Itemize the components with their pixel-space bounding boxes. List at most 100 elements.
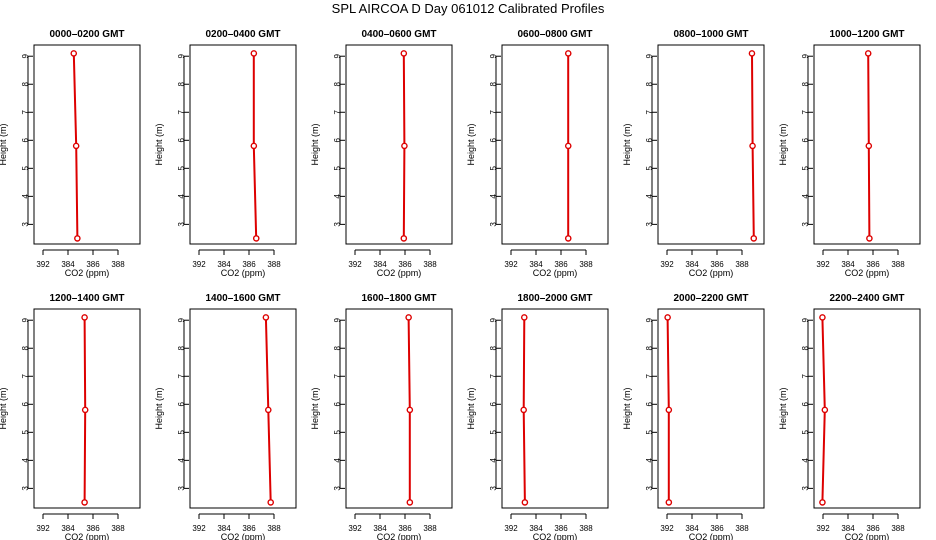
panel-10: 1800–2000 GMT 392 384 386 388 3 4 5 6 7 8 9 CO2 (ppm… [466, 293, 609, 540]
x-axis-label: CO2 (ppm) [377, 268, 422, 278]
y-tick-label: 3 [645, 222, 654, 227]
data-point [564, 235, 572, 242]
y-axis-label: Height (m) [310, 387, 320, 429]
x-tick-label: 388 [267, 260, 281, 269]
panel-3: 0400–0600 GMT 392 384 386 388 3 4 5 6 7 8 9 CO2 (ppm… [310, 29, 453, 278]
y-tick-label: 5 [489, 430, 498, 435]
data-point [664, 314, 671, 321]
y-tick-label: 5 [801, 430, 810, 435]
data-point [264, 406, 272, 414]
y-tick-label: 4 [21, 458, 30, 463]
plot-box [657, 308, 765, 509]
y-axis-label: Height (m) [622, 387, 632, 429]
y-tick-label: 7 [177, 109, 186, 114]
x-tick-label: 386 [398, 524, 412, 533]
x-tick-label: 384 [373, 260, 387, 269]
data-point [400, 235, 408, 242]
page-title: SPL AIRCOA D Day 061012 Calibrated Profi… [331, 1, 605, 16]
y-tick-label: 5 [21, 166, 30, 171]
y-tick-label: 7 [801, 109, 810, 114]
x-tick-label: 392 [348, 260, 362, 269]
y-tick-label: 6 [645, 138, 654, 143]
x-axis-label: CO2 (ppm) [221, 268, 266, 278]
panel-title: 1200–1400 GMT [49, 293, 124, 304]
plot-box [345, 308, 453, 509]
x-tick-label: 388 [423, 524, 437, 533]
y-tick-label: 3 [333, 222, 342, 227]
x-tick-label: 392 [816, 524, 830, 533]
plot-box [501, 308, 609, 509]
data-point [665, 499, 673, 506]
x-tick-label: 388 [423, 260, 437, 269]
y-tick-label: 4 [177, 194, 186, 199]
data-point [406, 406, 414, 414]
panel-7: 1200–1400 GMT 392 384 386 388 3 4 5 6 7 8 9 CO2 (ppm… [0, 293, 141, 540]
data-point [564, 50, 572, 57]
x-tick-label: 392 [816, 260, 830, 269]
data-point [749, 142, 756, 150]
plot-box [33, 308, 141, 509]
data-point [81, 499, 88, 506]
x-tick-label: 384 [685, 260, 699, 269]
y-tick-label: 5 [333, 166, 342, 171]
x-tick-label: 384 [841, 524, 855, 533]
y-tick-label: 6 [489, 402, 498, 407]
x-tick-label: 386 [86, 260, 100, 269]
y-tick-label: 9 [333, 53, 342, 58]
y-axis-label: Height (m) [0, 387, 8, 429]
x-axis-label: CO2 (ppm) [65, 532, 110, 540]
panel-11: 2000–2200 GMT 392 384 386 388 3 4 5 6 7 8 9 CO2 (ppm… [622, 293, 765, 540]
y-tick-label: 9 [489, 317, 498, 322]
y-tick-label: 8 [801, 345, 810, 350]
plot-box [345, 44, 453, 245]
y-tick-label: 5 [801, 166, 810, 171]
x-axis-label: CO2 (ppm) [533, 268, 578, 278]
y-tick-label: 4 [333, 194, 342, 199]
y-tick-label: 4 [489, 194, 498, 199]
panel-2: 0200–0400 GMT 392 384 386 388 3 4 5 6 7 8 9 CO2 (ppm… [154, 29, 297, 278]
x-axis-label: CO2 (ppm) [845, 532, 890, 540]
y-tick-label: 8 [489, 81, 498, 86]
x-tick-label: 392 [660, 524, 674, 533]
x-tick-label: 386 [710, 524, 724, 533]
plot-box [813, 308, 921, 509]
y-tick-label: 8 [177, 81, 186, 86]
data-point [401, 142, 408, 150]
y-tick-label: 5 [177, 166, 186, 171]
y-axis-label: Height (m) [778, 387, 788, 429]
y-axis-label: Height (m) [622, 123, 632, 165]
y-tick-label: 4 [645, 458, 654, 463]
y-tick-label: 9 [801, 53, 810, 58]
x-tick-label: 384 [685, 524, 699, 533]
y-tick-label: 9 [489, 53, 498, 58]
y-tick-label: 6 [333, 402, 342, 407]
y-axis-label: Height (m) [310, 123, 320, 165]
y-tick-label: 7 [21, 373, 30, 378]
panel-title: 1000–1200 GMT [829, 29, 904, 40]
panel-5: 0800–1000 GMT 392 384 386 388 3 4 5 6 7 8 9 CO2 (ppm… [622, 29, 765, 278]
y-axis-label: Height (m) [466, 123, 476, 165]
y-tick-label: 8 [801, 81, 810, 86]
data-point [520, 406, 527, 414]
y-tick-label: 8 [21, 81, 30, 86]
x-tick-label: 392 [504, 260, 518, 269]
y-tick-label: 9 [801, 317, 810, 322]
x-tick-label: 386 [554, 524, 568, 533]
x-tick-label: 388 [891, 260, 905, 269]
y-tick-label: 6 [177, 138, 186, 143]
y-tick-label: 8 [645, 81, 654, 86]
y-axis-label: Height (m) [154, 387, 164, 429]
x-axis-label: CO2 (ppm) [845, 268, 890, 278]
data-point [821, 406, 829, 414]
y-tick-label: 5 [333, 430, 342, 435]
y-tick-label: 4 [333, 458, 342, 463]
x-axis-label: CO2 (ppm) [689, 532, 734, 540]
x-tick-label: 388 [735, 524, 749, 533]
y-tick-label: 5 [645, 430, 654, 435]
y-tick-label: 3 [177, 486, 186, 491]
plot-box [813, 44, 921, 245]
panel-1: 0000–0200 GMT 392 384 386 388 3 4 5 6 7 8 9 CO2 (ppm… [0, 29, 141, 278]
x-tick-label: 388 [267, 524, 281, 533]
data-point [72, 142, 80, 150]
